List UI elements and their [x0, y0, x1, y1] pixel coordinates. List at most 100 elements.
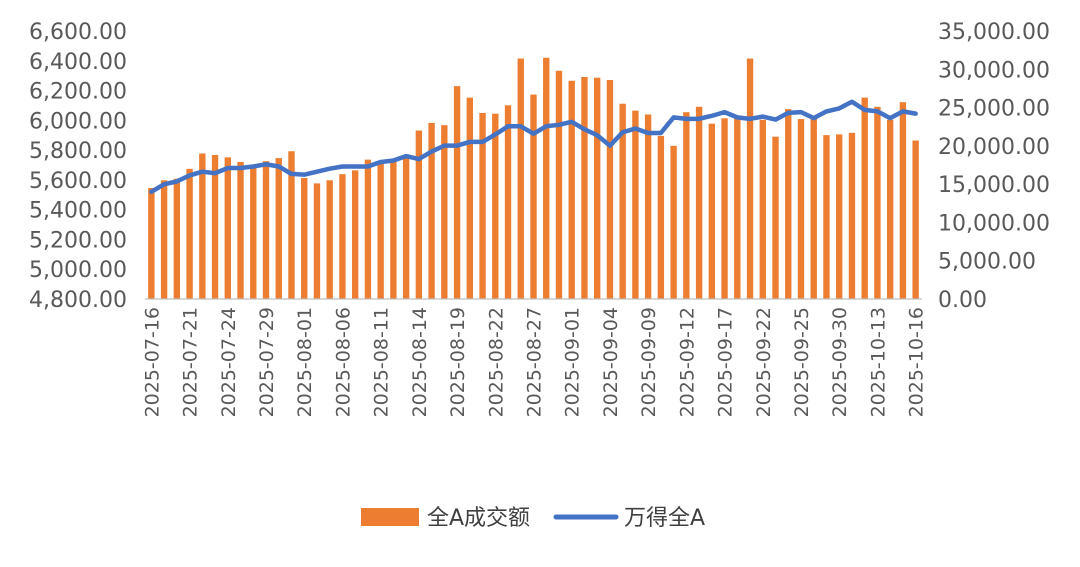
right-tick-label: 30,000.00	[938, 58, 1050, 83]
bar-2025-09-08	[632, 111, 638, 299]
x-tick-label: 2025-08-22	[485, 307, 507, 417]
x-tick-label: 2025-09-12	[676, 307, 698, 417]
bar-2025-07-25	[237, 162, 243, 299]
x-tick-label: 2025-08-06	[332, 307, 354, 417]
bar-2025-09-12	[683, 112, 689, 299]
bar-2025-08-20	[467, 98, 473, 299]
x-tick-label: 2025-08-11	[371, 307, 393, 417]
x-tick-label: 2025-09-30	[829, 307, 851, 417]
bar-2025-08-19	[454, 86, 460, 299]
bar-2025-07-17	[161, 180, 167, 299]
right-axis-ticks: 0.00 5,000.00 10,000.00 15,000.00 20,000.00 2…	[938, 20, 1050, 313]
x-tick-label: 2025-09-09	[638, 307, 660, 417]
bar-2025-10-15	[900, 102, 906, 299]
right-tick-label: 5,000.00	[938, 250, 1036, 275]
right-tick-label: 10,000.00	[938, 211, 1050, 236]
bar-2025-09-10	[658, 136, 664, 299]
bar-2025-08-18	[441, 125, 447, 299]
x-tick-label: 2025-07-16	[141, 307, 163, 417]
x-tick-label: 2025-09-01	[562, 307, 584, 417]
bar-2025-09-04	[607, 80, 613, 299]
right-tick-label: 25,000.00	[938, 97, 1050, 122]
bar-2025-08-12	[390, 160, 396, 299]
bar-2025-09-18	[734, 117, 740, 299]
bar-2025-07-28	[250, 165, 256, 299]
x-tick-label: 2025-07-21	[180, 307, 202, 417]
bar-2025-10-09	[849, 133, 855, 299]
x-tick-label: 2025-08-27	[524, 307, 546, 417]
bar-2025-09-01	[569, 81, 575, 299]
bar-2025-09-11	[670, 146, 676, 299]
x-tick-label: 2025-07-24	[218, 307, 240, 417]
legend: 全A成交额 万得全A	[361, 506, 705, 531]
right-tick-label: 15,000.00	[938, 173, 1050, 198]
right-tick-label: 35,000.00	[938, 20, 1050, 45]
left-tick-label: 5,600.00	[29, 169, 127, 194]
bar-2025-07-21	[186, 169, 192, 299]
left-tick-label: 6,600.00	[29, 20, 127, 45]
bar-2025-09-15	[696, 107, 702, 299]
bar-2025-09-26	[811, 117, 817, 299]
x-tick-label: 2025-08-01	[294, 307, 316, 417]
bar-2025-09-19	[747, 59, 753, 299]
legend-bar-swatch	[361, 508, 419, 526]
legend-line-label: 万得全A	[624, 506, 705, 531]
x-tick-label: 2025-08-14	[409, 307, 431, 417]
legend-bar-label: 全A成交额	[427, 506, 530, 531]
bars-layer	[148, 58, 919, 299]
x-tick-label: 2025-09-22	[753, 307, 775, 417]
bar-2025-08-25	[505, 105, 511, 299]
bar-2025-07-18	[174, 179, 180, 299]
bar-2025-08-07	[352, 170, 358, 299]
left-tick-label: 6,200.00	[29, 80, 127, 105]
x-tick-label: 2025-09-25	[791, 307, 813, 417]
bar-2025-08-28	[543, 58, 549, 299]
bar-2025-08-11	[377, 163, 383, 299]
bar-2025-07-16	[148, 188, 154, 299]
right-tick-label: 20,000.00	[938, 135, 1050, 160]
x-tick-label: 2025-08-19	[447, 307, 469, 417]
left-tick-label: 5,400.00	[29, 199, 127, 224]
bar-2025-09-29	[823, 135, 829, 299]
bar-2025-08-29	[556, 71, 562, 299]
bar-2025-08-13	[403, 155, 409, 299]
bar-2025-08-08	[365, 160, 371, 299]
left-tick-label: 5,200.00	[29, 228, 127, 253]
bar-2025-08-04	[314, 183, 320, 299]
bar-2025-10-10	[862, 98, 868, 299]
bar-2025-09-25	[798, 119, 804, 299]
bar-2025-08-05	[327, 180, 333, 299]
bar-2025-09-24	[785, 109, 791, 299]
left-tick-label: 6,400.00	[29, 50, 127, 75]
bar-2025-09-23	[772, 137, 778, 299]
left-axis-ticks: 4,800.00 5,000.00 5,200.00 5,400.00 5,600.00…	[29, 20, 127, 313]
right-tick-label: 0.00	[938, 288, 987, 313]
x-tick-label: 2025-07-29	[256, 307, 278, 417]
bar-2025-08-27	[530, 95, 536, 299]
bar-2025-08-06	[339, 174, 345, 299]
bar-2025-09-02	[581, 77, 587, 299]
left-tick-label: 6,000.00	[29, 109, 127, 134]
left-tick-label: 5,000.00	[29, 258, 127, 283]
x-tick-label: 2025-09-04	[600, 307, 622, 417]
x-tick-label: 2025-10-16	[906, 307, 928, 417]
bar-2025-08-26	[518, 59, 524, 299]
left-tick-label: 4,800.00	[29, 288, 127, 313]
bar-2025-07-29	[263, 161, 269, 299]
bar-2025-09-30	[836, 134, 842, 299]
bar-2025-10-13	[874, 107, 880, 299]
bar-2025-07-30	[276, 158, 282, 299]
bar-2025-07-23	[212, 155, 218, 299]
bar-2025-09-22	[760, 120, 766, 299]
x-tick-label: 2025-09-17	[715, 307, 737, 417]
bar-2025-09-16	[709, 124, 715, 299]
bar-2025-09-03	[594, 78, 600, 299]
bar-2025-09-09	[645, 114, 651, 299]
bar-2025-10-14	[887, 120, 893, 299]
bar-2025-07-22	[199, 154, 205, 299]
bar-2025-09-17	[721, 118, 727, 299]
bar-2025-07-24	[225, 157, 231, 299]
x-tick-label: 2025-10-13	[867, 307, 889, 417]
